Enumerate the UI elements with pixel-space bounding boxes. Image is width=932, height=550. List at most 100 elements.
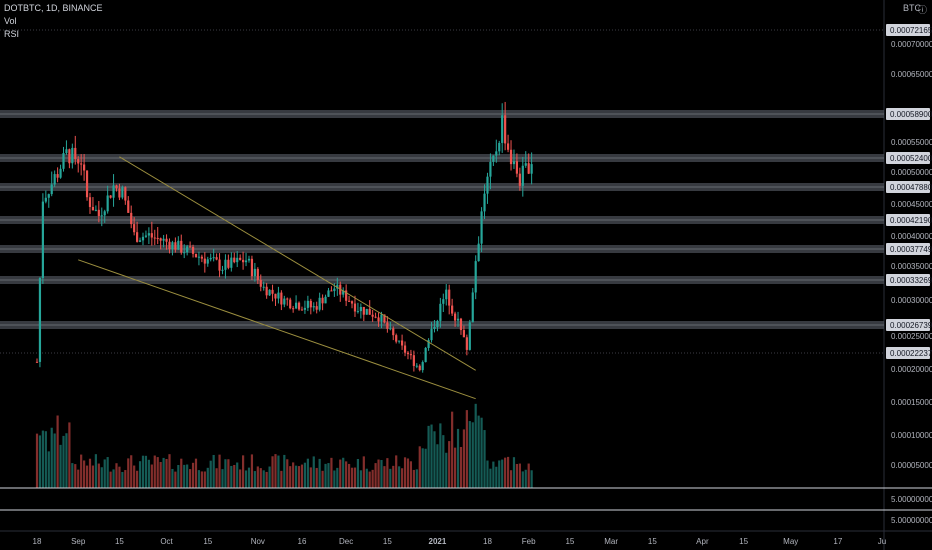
candle-body[interactable]: [162, 238, 165, 241]
candle-body[interactable]: [227, 259, 230, 268]
volume-bar[interactable]: [35, 433, 39, 488]
candle-body[interactable]: [386, 322, 389, 329]
candle-body[interactable]: [365, 308, 368, 315]
volume-bar[interactable]: [518, 463, 521, 488]
candle-body[interactable]: [392, 328, 395, 336]
candle-body[interactable]: [483, 193, 486, 212]
trendline[interactable]: [78, 259, 476, 400]
candle-body[interactable]: [312, 306, 315, 308]
volume-bar[interactable]: [465, 410, 468, 488]
candle-body[interactable]: [165, 238, 168, 242]
candle-body[interactable]: [74, 147, 77, 160]
candle-body[interactable]: [480, 211, 483, 244]
candle-body[interactable]: [130, 212, 133, 225]
volume-bar[interactable]: [318, 458, 321, 488]
volume-bar[interactable]: [233, 464, 236, 488]
trendline[interactable]: [119, 156, 476, 371]
volume-bar[interactable]: [415, 469, 418, 488]
volume-bar[interactable]: [468, 421, 471, 488]
volume-bar[interactable]: [406, 458, 410, 488]
price-badge[interactable]: [886, 181, 930, 193]
price-badge[interactable]: [886, 24, 930, 36]
volume-bar[interactable]: [312, 456, 315, 488]
candle-body[interactable]: [141, 236, 145, 241]
candle-body[interactable]: [286, 298, 289, 300]
volume-bar[interactable]: [362, 456, 365, 488]
volume-bar[interactable]: [515, 463, 519, 488]
candle-body[interactable]: [462, 330, 466, 338]
volume-bar[interactable]: [127, 458, 130, 488]
candle-body[interactable]: [448, 289, 451, 306]
candle-body[interactable]: [345, 290, 348, 301]
volume-bar[interactable]: [392, 465, 395, 488]
candle-body[interactable]: [315, 306, 318, 310]
candle-body[interactable]: [289, 299, 292, 309]
volume-bar[interactable]: [124, 470, 127, 488]
volume-bar[interactable]: [445, 452, 448, 488]
candle-body[interactable]: [333, 288, 336, 292]
candle-body[interactable]: [44, 197, 47, 202]
volume-bar[interactable]: [150, 464, 153, 488]
volume-bar[interactable]: [44, 431, 47, 488]
candle-body[interactable]: [259, 280, 262, 287]
candle-body[interactable]: [218, 259, 221, 271]
volume-bar[interactable]: [118, 466, 121, 488]
volume-bar[interactable]: [100, 467, 103, 488]
candle-body[interactable]: [183, 252, 186, 254]
volume-bar[interactable]: [203, 471, 206, 488]
candle-body[interactable]: [197, 256, 201, 258]
volume-bar[interactable]: [71, 463, 74, 488]
candle-body[interactable]: [524, 163, 527, 166]
candle-body[interactable]: [300, 309, 304, 311]
candle-body[interactable]: [138, 240, 142, 242]
volume-bar[interactable]: [442, 435, 445, 488]
candle-body[interactable]: [453, 313, 457, 321]
candle-body[interactable]: [501, 115, 504, 143]
volume-bar[interactable]: [395, 455, 398, 488]
currency-label[interactable]: BTC: [903, 3, 921, 13]
volume-bar[interactable]: [506, 456, 510, 488]
candle-body[interactable]: [418, 365, 421, 371]
candle-body[interactable]: [474, 261, 477, 293]
candle-body[interactable]: [71, 147, 74, 164]
candle-body[interactable]: [91, 206, 95, 211]
candle-body[interactable]: [265, 286, 268, 296]
candle-body[interactable]: [327, 290, 330, 297]
volume-bar[interactable]: [297, 466, 301, 488]
price-badge[interactable]: [886, 152, 930, 164]
volume-bar[interactable]: [424, 448, 427, 488]
volume-bar[interactable]: [504, 457, 507, 488]
volume-bar[interactable]: [498, 460, 501, 488]
candle-body[interactable]: [56, 174, 59, 178]
candle-body[interactable]: [121, 187, 124, 198]
volume-bar[interactable]: [292, 462, 295, 488]
candle-body[interactable]: [94, 209, 97, 211]
candle-body[interactable]: [321, 297, 324, 304]
volume-bar[interactable]: [200, 471, 203, 488]
volume-bar[interactable]: [430, 424, 433, 488]
volume-bar[interactable]: [383, 466, 386, 488]
volume-bar[interactable]: [400, 468, 404, 488]
candle-body[interactable]: [518, 173, 521, 186]
candle-body[interactable]: [409, 354, 413, 356]
volume-bar[interactable]: [512, 457, 516, 488]
volume-bar[interactable]: [294, 465, 298, 488]
volume-bar[interactable]: [85, 465, 89, 488]
price-badge[interactable]: [886, 319, 930, 331]
volume-bar[interactable]: [56, 415, 59, 488]
volume-bar[interactable]: [88, 458, 92, 488]
volume-bar[interactable]: [194, 458, 198, 488]
volume-bar[interactable]: [377, 459, 380, 488]
volume-bar[interactable]: [103, 459, 106, 488]
candle-body[interactable]: [274, 293, 277, 299]
volume-bar[interactable]: [321, 470, 324, 488]
volume-bar[interactable]: [130, 455, 133, 488]
candle-body[interactable]: [383, 314, 386, 323]
volume-bar[interactable]: [209, 460, 212, 488]
candle-body[interactable]: [127, 200, 130, 213]
volume-bar[interactable]: [230, 465, 233, 488]
volume-bar[interactable]: [524, 469, 527, 488]
volume-bar[interactable]: [168, 454, 171, 488]
candle-body[interactable]: [468, 322, 471, 350]
candle-body[interactable]: [336, 284, 339, 289]
